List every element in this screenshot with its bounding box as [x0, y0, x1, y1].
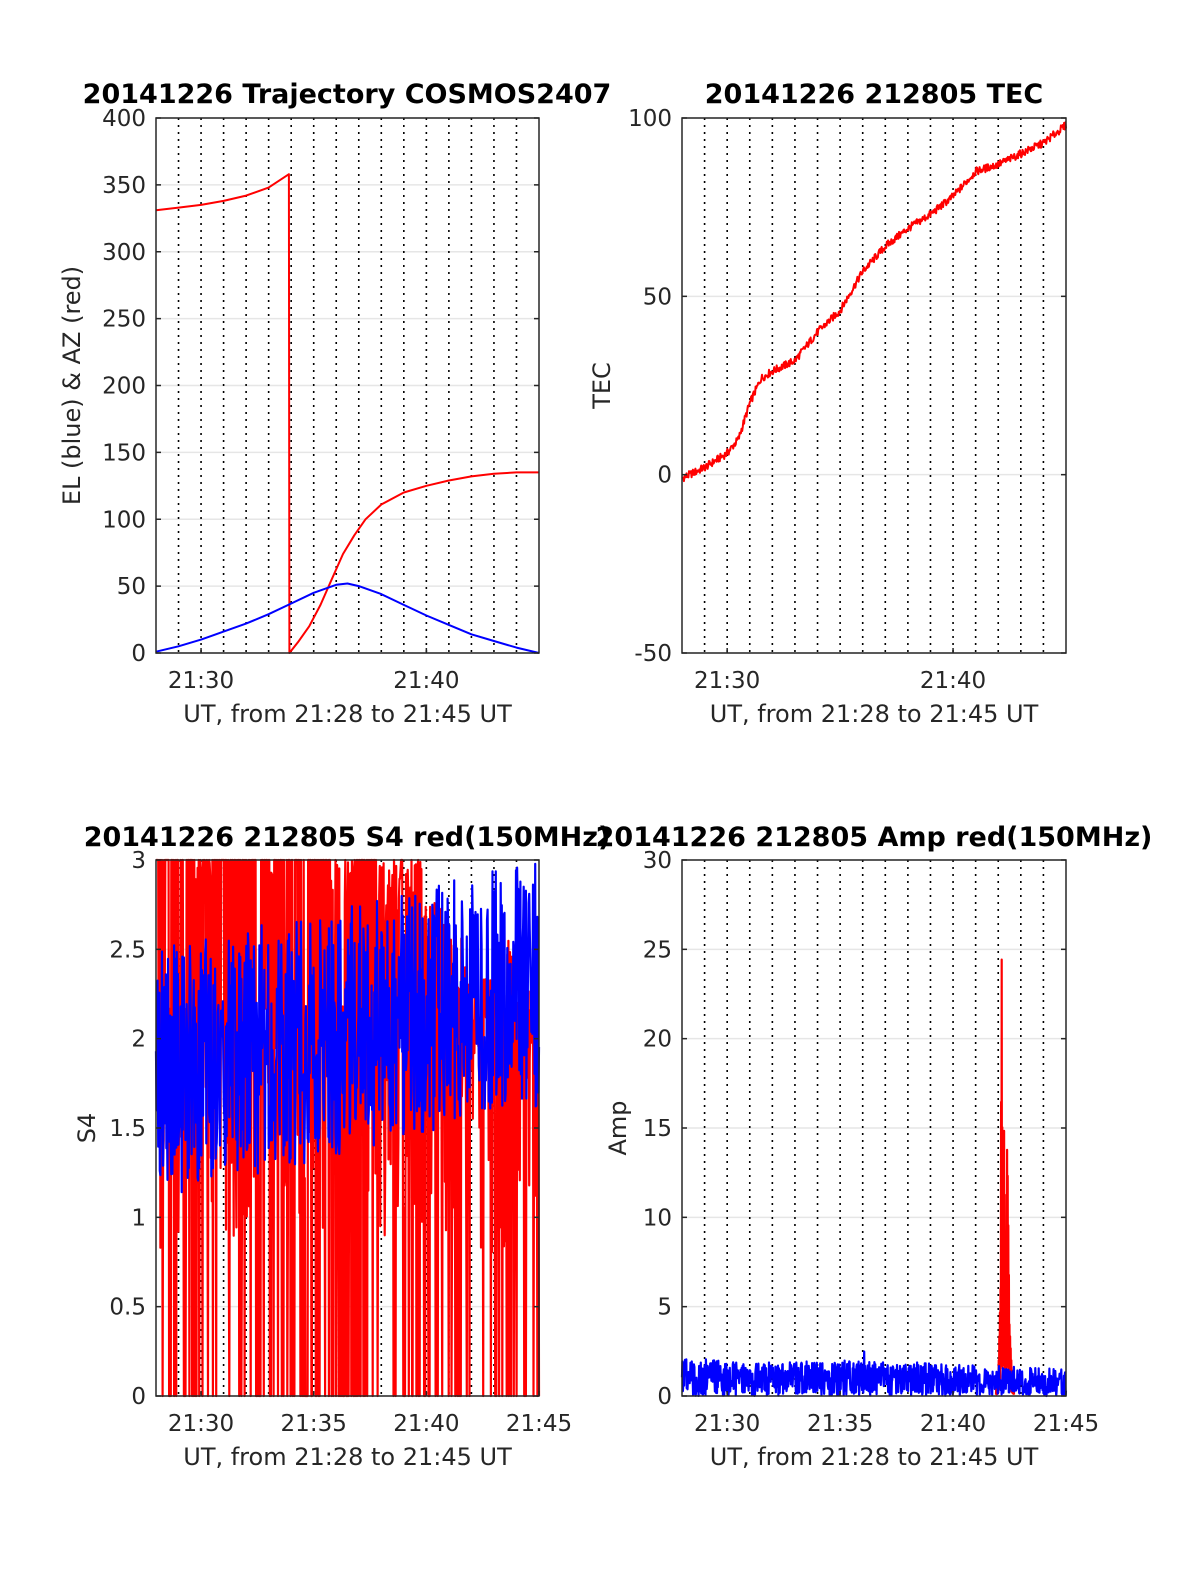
x-tick-label: 21:30	[168, 668, 234, 694]
y-tick-label: 1	[131, 1205, 146, 1231]
x-axis-label: UT, from 21:28 to 21:45 UT	[183, 700, 512, 728]
plot-area	[682, 118, 1066, 653]
x-axis-label: UT, from 21:28 to 21:45 UT	[710, 700, 1039, 728]
x-axis-label: UT, from 21:28 to 21:45 UT	[710, 1443, 1039, 1471]
axes-box	[681, 117, 1067, 654]
series-line-2	[155, 582, 540, 654]
x-tick-label: 21:45	[1033, 1411, 1099, 1437]
y-tick-label: 200	[102, 374, 146, 400]
chart-panel-1: 0 50 100 150 200 250 300 350 400 21:30 21:40 201412…	[58, 79, 611, 728]
y-tick-label: 10	[643, 1205, 672, 1231]
y-tick-label: 2	[131, 1027, 146, 1053]
y-tick-label: 0	[657, 463, 672, 489]
x-tick-label: 21:40	[920, 1411, 986, 1437]
y-tick-label: 50	[643, 284, 672, 310]
y-tick-label: 30	[643, 848, 672, 874]
y-tick-label: 3	[131, 848, 146, 874]
y-tick-label: 0	[657, 1384, 672, 1410]
x-tick-label: 21:45	[506, 1411, 572, 1437]
x-tick-label: 21:40	[393, 1411, 459, 1437]
y-tick-label: 20	[643, 1027, 672, 1053]
y-tick-label: 300	[102, 240, 146, 266]
y-tick-label: 0.5	[109, 1295, 146, 1321]
y-tick-label: 100	[628, 106, 672, 132]
chart-panel-3: 0 0.5 1 1.5 2 2.5 3 21:30 21:35 21:40 21:45 2014122…	[73, 822, 610, 1471]
x-tick-label: 21:30	[694, 1411, 760, 1437]
y-tick-label: 0	[131, 641, 146, 667]
y-tick-label: 150	[102, 440, 146, 466]
x-axis-label: UT, from 21:28 to 21:45 UT	[183, 1443, 512, 1471]
y-tick-label: 5	[657, 1295, 672, 1321]
y-tick-label: 0	[131, 1384, 146, 1410]
y-tick-label: 100	[102, 507, 146, 533]
x-tick-label: 21:40	[920, 668, 986, 694]
x-tick-label: 21:35	[807, 1411, 873, 1437]
series-line-1	[155, 173, 539, 654]
series-line-1	[681, 121, 1067, 483]
chart-title: 20141226 212805 Amp red(150MHz)	[596, 822, 1153, 853]
x-tick-label: 21:40	[393, 668, 459, 694]
chart-title: 20141226 Trajectory COSMOS2407	[83, 79, 612, 110]
x-tick-label: 21:35	[281, 1411, 347, 1437]
y-axis-label: EL (blue) & AZ (red)	[58, 266, 86, 505]
y-axis-label: TEC	[588, 362, 616, 410]
series-line-2	[154, 862, 541, 1194]
y-tick-label: 1.5	[109, 1116, 146, 1142]
chart-title: 20141226 212805 TEC	[705, 79, 1044, 110]
y-tick-label: 2.5	[109, 937, 146, 963]
chart-panel-4: 0 5 10 15 20 25 30 21:30 21:35 21:40 21:45 20141226…	[596, 822, 1153, 1471]
y-tick-label: 25	[643, 937, 672, 963]
x-tick-label: 21:30	[694, 668, 760, 694]
chart-panel-2: -50 0 50 100 21:30 21:40 20141226 212805 TEC UT…	[588, 79, 1067, 728]
y-tick-label: 15	[643, 1116, 672, 1142]
y-axis-label: S4	[73, 1113, 101, 1144]
y-tick-label: 350	[102, 173, 146, 199]
y-axis-label: Amp	[604, 1100, 632, 1155]
chart-title: 20141226 212805 S4 red(150MHz)	[84, 822, 611, 853]
series-line-2	[680, 1350, 1068, 1398]
y-tick-label: 250	[102, 307, 146, 333]
y-tick-label: -50	[634, 641, 672, 667]
y-tick-label: 50	[117, 574, 146, 600]
x-tick-label: 21:30	[168, 1411, 234, 1437]
y-tick-label: 400	[102, 106, 146, 132]
